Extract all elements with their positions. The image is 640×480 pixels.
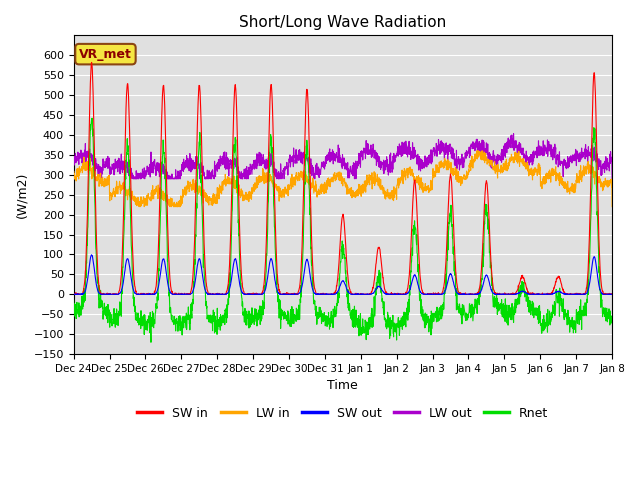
Title: Short/Long Wave Radiation: Short/Long Wave Radiation bbox=[239, 15, 447, 30]
Legend: SW in, LW in, SW out, LW out, Rnet: SW in, LW in, SW out, LW out, Rnet bbox=[132, 402, 554, 425]
X-axis label: Time: Time bbox=[328, 379, 358, 392]
Text: VR_met: VR_met bbox=[79, 48, 132, 60]
Y-axis label: (W/m2): (W/m2) bbox=[15, 171, 28, 218]
